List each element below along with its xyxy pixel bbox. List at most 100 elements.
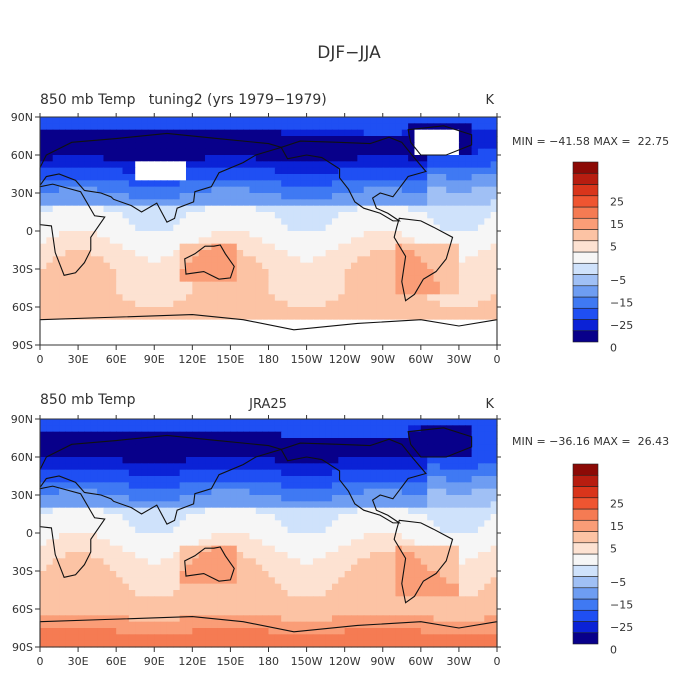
heatmap-cell <box>236 148 244 156</box>
heatmap-cell <box>274 596 282 604</box>
heatmap-cell <box>122 520 130 528</box>
heatmap-cell <box>128 539 136 547</box>
heatmap-cell <box>243 262 251 270</box>
heatmap-cell <box>389 313 397 321</box>
heatmap-cell <box>147 552 155 559</box>
heatmap-cell <box>40 564 47 572</box>
heatmap-cell <box>128 205 136 213</box>
heatmap-cell <box>166 596 174 604</box>
heatmap-cell <box>249 142 257 150</box>
heatmap-cell <box>243 501 251 509</box>
heatmap-cell <box>293 288 301 295</box>
heatmap-cell <box>154 577 162 585</box>
heatmap-cell <box>103 250 111 257</box>
heatmap-cell <box>325 313 333 321</box>
heatmap-cell <box>319 231 327 238</box>
heatmap-cell <box>128 457 136 464</box>
heatmap-cell <box>78 488 86 496</box>
heatmap-cell <box>46 545 54 553</box>
heatmap-cell <box>122 186 130 194</box>
heatmap-cell <box>477 615 485 623</box>
heatmap-cell <box>331 243 339 251</box>
heatmap-cell <box>90 117 98 124</box>
heatmap-cell <box>173 142 181 150</box>
heatmap-cell <box>395 425 403 433</box>
heatmap-cell <box>427 545 435 553</box>
heatmap-cell <box>192 199 200 207</box>
heatmap-cell <box>65 269 73 276</box>
heatmap-cell <box>230 539 238 547</box>
heatmap-cell <box>293 218 301 226</box>
heatmap-cell <box>243 450 251 458</box>
heatmap-cell <box>243 438 251 445</box>
heatmap-cell <box>103 533 111 540</box>
heatmap-cell <box>128 438 136 445</box>
heatmap-cell <box>173 136 181 143</box>
heatmap-cell <box>312 281 320 289</box>
heatmap-cell <box>205 590 212 597</box>
heatmap-cell <box>255 237 263 245</box>
heatmap-cell <box>401 300 409 308</box>
heatmap-cell <box>236 501 244 509</box>
heatmap-cell <box>147 590 155 597</box>
heatmap-cell <box>205 495 212 502</box>
heatmap-cell <box>46 444 54 452</box>
heatmap-cell <box>116 148 124 156</box>
heatmap-cell <box>439 602 447 610</box>
heatmap-cell <box>109 243 117 251</box>
heatmap-cell <box>160 564 168 572</box>
heatmap-cell <box>65 224 73 232</box>
heatmap-cell <box>370 319 378 327</box>
heatmap-cell <box>458 533 466 540</box>
heatmap-cell <box>179 123 187 131</box>
heatmap-cell <box>135 571 143 578</box>
heatmap-cell <box>452 332 460 340</box>
heatmap-cell <box>116 136 124 143</box>
heatmap-cell <box>185 615 193 623</box>
heatmap-cell <box>325 224 333 232</box>
heatmap-cell <box>471 596 479 604</box>
heatmap-cell <box>465 231 473 238</box>
heatmap-cell <box>338 482 346 490</box>
heatmap-cell <box>274 577 282 585</box>
heatmap-cell <box>90 571 98 578</box>
heatmap-cell <box>471 167 479 175</box>
heatmap-cell <box>160 326 168 333</box>
heatmap-cell <box>65 275 73 283</box>
heatmap-cell <box>414 469 422 477</box>
heatmap-cell <box>141 136 149 143</box>
heatmap-cell <box>211 444 219 452</box>
heatmap-cell <box>395 545 403 553</box>
heatmap-cell <box>300 199 308 207</box>
heatmap-cell <box>484 136 492 143</box>
heatmap-cell <box>192 469 200 477</box>
heatmap-cell <box>490 476 498 483</box>
heatmap-cell <box>52 186 60 194</box>
heatmap-cell <box>395 281 403 289</box>
heatmap-cell <box>268 281 276 289</box>
heatmap-cell <box>477 294 485 302</box>
heatmap-cell <box>84 224 92 232</box>
heatmap-cell <box>363 501 371 509</box>
heatmap-cell <box>427 564 435 572</box>
heatmap-cell <box>90 332 98 340</box>
heatmap-cell <box>173 256 181 264</box>
heatmap-cell <box>293 520 301 528</box>
heatmap-cell <box>211 463 219 471</box>
heatmap-cell <box>65 583 73 591</box>
heatmap-cell <box>224 507 232 515</box>
heatmap-cell <box>471 425 479 433</box>
heatmap-cell <box>338 514 346 521</box>
heatmap-cell <box>433 148 441 156</box>
heatmap-cell <box>141 539 149 547</box>
heatmap-cell <box>198 167 206 175</box>
heatmap-cell <box>376 577 384 585</box>
heatmap-cell <box>395 218 403 226</box>
heatmap-cell <box>306 218 314 226</box>
heatmap-cell <box>395 444 403 452</box>
heatmap-cell <box>192 495 200 502</box>
heatmap-cell <box>357 186 365 194</box>
heatmap-cell <box>471 174 479 181</box>
heatmap-cell <box>166 174 174 181</box>
heatmap-cell <box>192 142 200 150</box>
